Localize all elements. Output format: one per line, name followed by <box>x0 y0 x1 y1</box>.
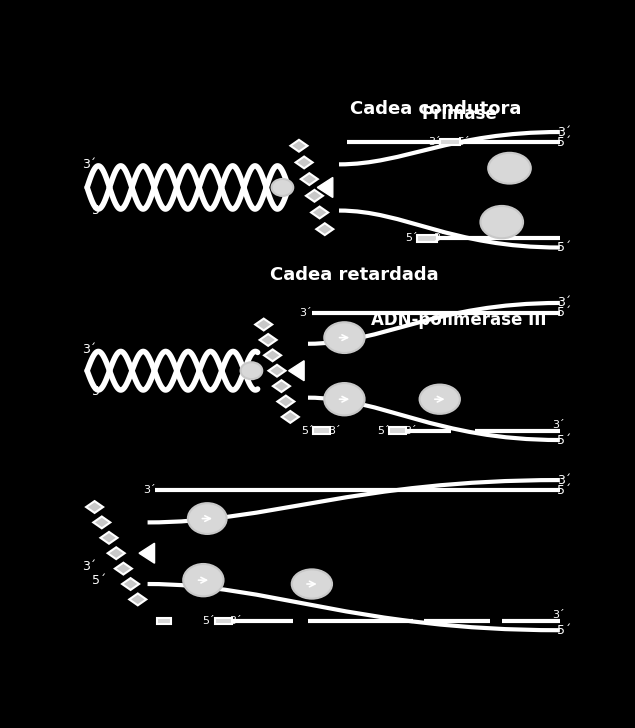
Bar <box>157 617 171 625</box>
Polygon shape <box>282 411 299 423</box>
Text: 5´: 5´ <box>377 426 389 436</box>
Text: 3´: 3´ <box>404 426 417 436</box>
Polygon shape <box>139 543 154 563</box>
Polygon shape <box>316 223 333 235</box>
Polygon shape <box>255 319 272 331</box>
Ellipse shape <box>241 363 262 379</box>
Bar <box>417 235 437 242</box>
Ellipse shape <box>488 153 531 183</box>
Text: 3´: 3´ <box>557 296 571 309</box>
Ellipse shape <box>184 564 224 596</box>
Polygon shape <box>289 360 304 381</box>
Text: Primase: Primase <box>421 106 497 123</box>
Text: ADN-polimerase III: ADN-polimerase III <box>371 311 547 329</box>
Text: Cadea condutora: Cadea condutora <box>350 100 521 118</box>
Ellipse shape <box>481 206 523 238</box>
Polygon shape <box>311 207 328 218</box>
Polygon shape <box>306 190 323 202</box>
Ellipse shape <box>188 503 227 534</box>
Polygon shape <box>290 140 307 151</box>
Text: 5´: 5´ <box>557 483 571 496</box>
Bar <box>389 427 406 434</box>
Polygon shape <box>86 501 103 513</box>
Ellipse shape <box>272 179 293 196</box>
Text: 5´: 5´ <box>557 624 571 637</box>
Text: 5´: 5´ <box>404 233 417 243</box>
Text: 5´: 5´ <box>91 574 106 587</box>
Polygon shape <box>277 395 295 408</box>
Text: 5´: 5´ <box>557 241 571 254</box>
Text: 5´: 5´ <box>91 204 106 217</box>
Text: 3´: 3´ <box>299 308 312 318</box>
Text: Cadea retardada: Cadea retardada <box>270 266 439 284</box>
Polygon shape <box>122 578 139 590</box>
Bar <box>215 617 232 625</box>
Text: 3´: 3´ <box>82 560 96 573</box>
Polygon shape <box>93 516 110 529</box>
Text: 3´: 3´ <box>230 616 242 626</box>
Ellipse shape <box>420 384 460 414</box>
Text: 3´: 3´ <box>144 485 156 495</box>
Text: 3´: 3´ <box>328 426 340 436</box>
Text: 3´: 3´ <box>428 137 441 147</box>
Text: 5´: 5´ <box>557 306 571 320</box>
Text: 3´: 3´ <box>557 125 571 138</box>
Polygon shape <box>260 334 277 346</box>
Polygon shape <box>100 532 117 544</box>
Text: 3´: 3´ <box>82 343 96 356</box>
Text: 3´: 3´ <box>552 419 565 430</box>
Polygon shape <box>269 365 286 376</box>
Text: 3´: 3´ <box>552 610 565 620</box>
Ellipse shape <box>324 383 364 416</box>
Text: 5´: 5´ <box>301 426 314 436</box>
Text: 3´: 3´ <box>82 158 96 171</box>
Text: 5´: 5´ <box>91 385 106 398</box>
Text: 3´: 3´ <box>557 473 571 486</box>
Polygon shape <box>301 173 318 185</box>
Polygon shape <box>115 563 132 574</box>
Ellipse shape <box>324 323 364 353</box>
Polygon shape <box>108 547 124 559</box>
Text: 5´: 5´ <box>557 433 571 446</box>
Polygon shape <box>318 178 333 197</box>
Ellipse shape <box>291 569 332 598</box>
Polygon shape <box>273 380 290 392</box>
Polygon shape <box>264 349 281 361</box>
Polygon shape <box>296 157 312 168</box>
Text: 5´: 5´ <box>203 616 215 626</box>
Polygon shape <box>130 593 146 606</box>
Text: 3´: 3´ <box>434 233 446 243</box>
Text: 5´: 5´ <box>557 135 571 149</box>
Text: 5´: 5´ <box>457 137 469 147</box>
Bar <box>440 138 460 146</box>
Bar <box>314 427 330 434</box>
